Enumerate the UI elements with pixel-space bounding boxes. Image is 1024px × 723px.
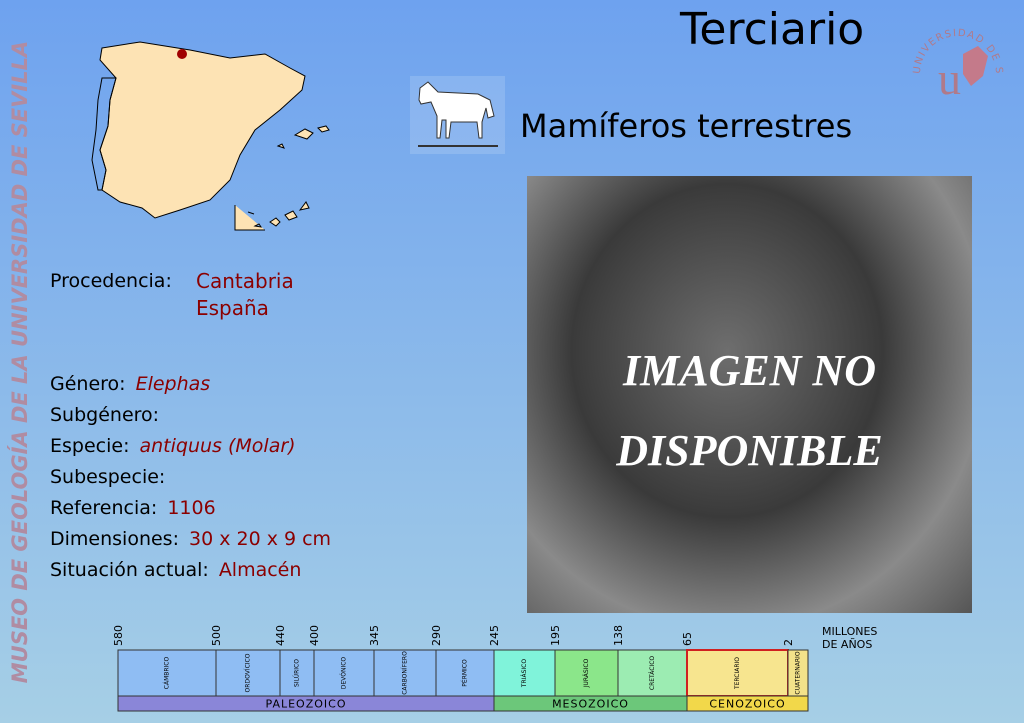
title: Terciario — [680, 4, 865, 55]
period-label: CRETÁCICO — [649, 656, 656, 690]
logo: UNIVERSIDAD DE SEVILLA u — [908, 14, 1003, 104]
field-label: Dimensiones: — [50, 528, 179, 550]
era-label: PALEOZOICO — [266, 698, 347, 711]
procedencia-line: España — [196, 296, 269, 320]
age-label: 195 — [549, 625, 562, 646]
unit-label: MILLONES — [822, 625, 877, 638]
period-label: TRIÁSICO — [521, 659, 528, 688]
period-box — [313, 649, 375, 697]
field-label: Situación actual: — [50, 559, 209, 581]
age-label: 580 — [112, 625, 125, 646]
age-label: 65 — [681, 632, 694, 646]
field-value: 30 x 20 x 9 cm — [188, 528, 332, 550]
period-label: CUATERNARIO — [795, 651, 802, 694]
age-label: 500 — [210, 625, 223, 646]
age-label: 345 — [368, 625, 381, 646]
field-value: antiquus (Molar) — [139, 435, 296, 457]
field-value: 1106 — [167, 497, 216, 519]
age-label: 440 — [274, 625, 287, 646]
subtitle: Mamíferos terrestres — [520, 107, 853, 145]
field-row: Subespecie: — [50, 462, 331, 493]
field-row: Especie: antiquus (Molar) — [50, 431, 331, 462]
field-label: Especie: — [50, 435, 130, 457]
field-row: Dimensiones: 30 x 20 x 9 cm — [50, 524, 331, 555]
age-label: 245 — [488, 625, 501, 646]
procedencia-value: Cantabria España — [196, 268, 294, 322]
field-row: Subgénero: — [50, 400, 331, 431]
field-value: Elephas — [135, 373, 211, 395]
period-label: PÉRMICO — [461, 659, 469, 687]
field-row: Situación actual: Almacén — [50, 555, 331, 586]
field-label: Subespecie: — [50, 466, 166, 488]
field-label: Referencia: — [50, 497, 158, 519]
fields: Género: Elephas Subgénero: Especie: antiquus… — [50, 369, 331, 586]
field-row: Referencia: 1106 — [50, 493, 331, 524]
period-label: ORDOVÍCICO — [245, 653, 252, 692]
placeholder-line: DISPONIBLE — [616, 426, 883, 475]
era-box — [686, 695, 809, 712]
unit-label: DE AÑOS — [822, 638, 872, 651]
period-box — [373, 649, 437, 697]
field-label: Género: — [50, 373, 126, 395]
period-box — [554, 649, 619, 697]
horse-icon — [410, 76, 505, 154]
period-box — [493, 649, 556, 697]
period-label: TERCIARIO — [734, 657, 741, 690]
age-label: 290 — [430, 625, 443, 646]
era-label: CENOZOICO — [709, 698, 785, 711]
period-label: CÁMBRICO — [164, 657, 171, 690]
period-box — [435, 649, 495, 697]
placeholder-line: IMAGEN NO — [622, 346, 877, 395]
age-label: 138 — [612, 625, 625, 646]
period-label: SILÚRICO — [294, 659, 301, 687]
procedencia: Procedencia: — [50, 270, 172, 292]
image-placeholder: IMAGEN NO DISPONIBLE — [527, 176, 972, 613]
svg-text:u: u — [938, 53, 961, 104]
period-box — [686, 649, 789, 697]
field-row: Género: Elephas — [50, 369, 331, 400]
placeholder-text: IMAGEN NO DISPONIBLE — [527, 331, 972, 491]
side-text: MUSEO DE GEOLOGÍA DE LA UNIVERSIDAD DE S… — [8, 40, 32, 684]
field-label: Procedencia: — [50, 270, 172, 292]
field-value: Almacén — [218, 559, 302, 581]
age-label: 2 — [782, 639, 795, 646]
procedencia-line: Cantabria — [196, 269, 294, 293]
period-label: JURÁSICO — [583, 658, 590, 688]
field-label: Subgénero: — [50, 404, 160, 426]
era-label: MESOZOICO — [552, 698, 629, 711]
period-label: CARBONÍFERO — [402, 651, 409, 695]
spain-map — [91, 41, 330, 231]
age-label: 400 — [308, 625, 321, 646]
period-label: DEVÓNICO — [341, 657, 348, 690]
timeline: MILLONES DE AÑOS CÁMBRICO ORDOVÍCICO SILÚR… — [112, 625, 877, 712]
